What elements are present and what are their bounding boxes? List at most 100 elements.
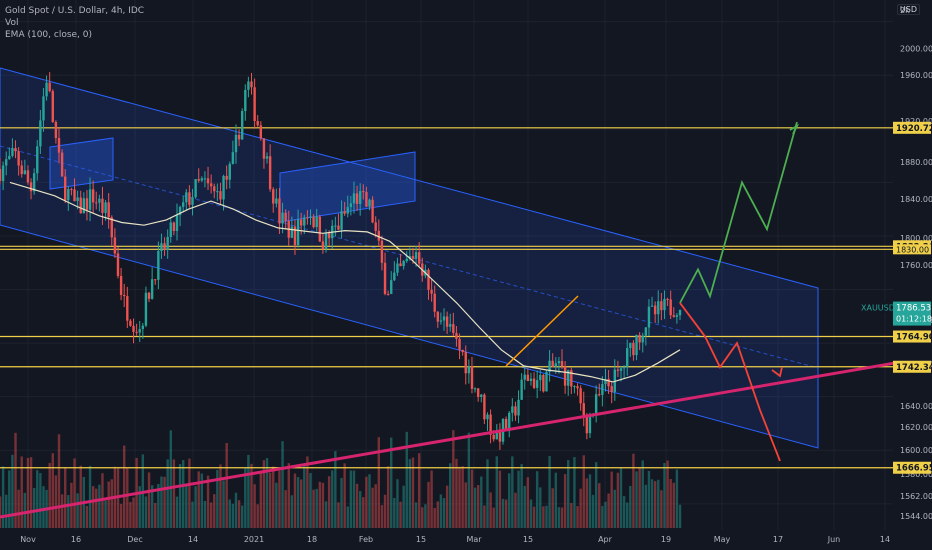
volume-bar <box>312 489 315 528</box>
volume-bar <box>349 470 353 528</box>
volume-bar <box>563 474 567 528</box>
volume-bar <box>259 472 263 528</box>
volume-bar <box>374 484 377 528</box>
candle-body <box>327 232 331 239</box>
volume-bar <box>1 466 5 528</box>
candle-body <box>278 198 281 224</box>
volume-bar <box>365 476 368 528</box>
candle-body <box>588 415 592 434</box>
volume-bar <box>542 506 545 528</box>
candle-body <box>402 261 405 267</box>
candle-body <box>51 91 54 122</box>
volume-bar <box>588 474 592 528</box>
volume-bar <box>268 472 272 528</box>
volume-bar <box>573 457 576 528</box>
candle-body <box>529 378 533 381</box>
volume-bar <box>557 507 561 528</box>
volume-bar <box>523 485 526 528</box>
candle-body <box>135 331 138 333</box>
candle-body <box>638 334 641 343</box>
price-tick-label: 1800.00 <box>900 234 932 243</box>
candle-body <box>492 434 495 440</box>
volume-bar <box>20 456 23 528</box>
level-tag-text: 1920.72 <box>896 124 932 134</box>
price-tick-label: 1920.00 <box>900 117 932 126</box>
candle-body <box>296 219 300 246</box>
drawing-tools[interactable] <box>0 121 896 519</box>
volume-bar <box>216 469 219 528</box>
price-axis[interactable]: 2000.00 1960.00 1920.00 1880.00 1840.00 1800.… <box>858 0 932 550</box>
time-axis-bg <box>0 530 932 550</box>
candle-body <box>306 217 309 219</box>
volume-bar <box>520 464 523 528</box>
volume-bar <box>393 498 396 528</box>
candle-body <box>619 368 623 371</box>
volume-bar <box>88 465 92 528</box>
volume-bar <box>200 473 204 528</box>
ema-indicator-label[interactable]: EMA (100, close, 0) <box>5 30 93 40</box>
volume-bar <box>256 504 259 528</box>
volume-bar <box>132 497 135 528</box>
candle-body <box>427 269 430 290</box>
volume-bar <box>483 505 486 528</box>
candle-body <box>237 134 241 140</box>
candle-body <box>386 293 390 295</box>
volume-indicator-label[interactable]: Vol <box>5 18 19 28</box>
candle-body <box>377 230 381 241</box>
volume-bar <box>535 471 539 528</box>
candle-body <box>107 202 110 218</box>
volume-bar <box>430 470 433 528</box>
volume-bar <box>433 507 436 528</box>
volume-bar <box>455 458 458 528</box>
candle-body <box>678 310 682 316</box>
volume-bar <box>380 505 384 528</box>
candle-body <box>461 349 464 353</box>
candle-body <box>213 186 216 192</box>
time-tick-label: 19 <box>661 535 671 544</box>
candle-body <box>622 366 626 369</box>
volume-bar <box>91 486 95 528</box>
candle-body <box>368 199 371 207</box>
horizontal-levels[interactable] <box>0 127 893 469</box>
candle-body <box>669 299 672 316</box>
volume-bar <box>14 432 17 528</box>
volume-bar <box>526 477 530 528</box>
symbol-tag: XAUUSD <box>861 304 895 313</box>
volume-bar <box>619 467 623 528</box>
volume-bar <box>560 507 564 528</box>
volume-bar <box>672 482 675 528</box>
volume-bar <box>203 500 207 528</box>
candle-body <box>526 374 530 381</box>
candle-body <box>340 211 343 230</box>
candle-body <box>188 192 191 205</box>
candle-body <box>123 294 126 297</box>
volume-bar <box>362 497 365 528</box>
candle-body <box>439 320 443 322</box>
chart-legend: Gold Spot / U.S. Dollar, 4h, IDC Vol EMA… <box>5 5 144 41</box>
candle-body <box>247 81 250 90</box>
volume-bar <box>442 498 446 528</box>
time-axis[interactable]: Nov 16 Dec 14 2021 18 Feb 15 Mar 15 Apr 19 May 17 Jun 1… <box>0 530 932 550</box>
candle-body <box>36 146 39 174</box>
symbol-title[interactable]: Gold Spot / U.S. Dollar, 4h, IDC <box>5 6 145 16</box>
candle-body <box>539 374 542 381</box>
candle-body <box>64 176 67 201</box>
candle-body <box>604 378 607 385</box>
volume-bar <box>414 502 418 528</box>
candle-body <box>144 292 148 326</box>
volume-bar <box>613 489 616 528</box>
time-tick-label: Jun <box>827 535 841 544</box>
volume-bar <box>390 437 393 528</box>
volume-bar <box>539 487 542 528</box>
candle-body <box>126 296 129 321</box>
volume-bar <box>638 467 641 528</box>
candle-body <box>265 156 269 159</box>
candle-body <box>132 325 135 332</box>
time-tick-label: 15 <box>416 535 426 544</box>
volume-bar <box>340 477 343 528</box>
candle-body <box>560 361 564 367</box>
candle-body <box>129 320 132 326</box>
candle-body <box>321 241 325 249</box>
currency-badge[interactable]: USD <box>896 4 920 15</box>
